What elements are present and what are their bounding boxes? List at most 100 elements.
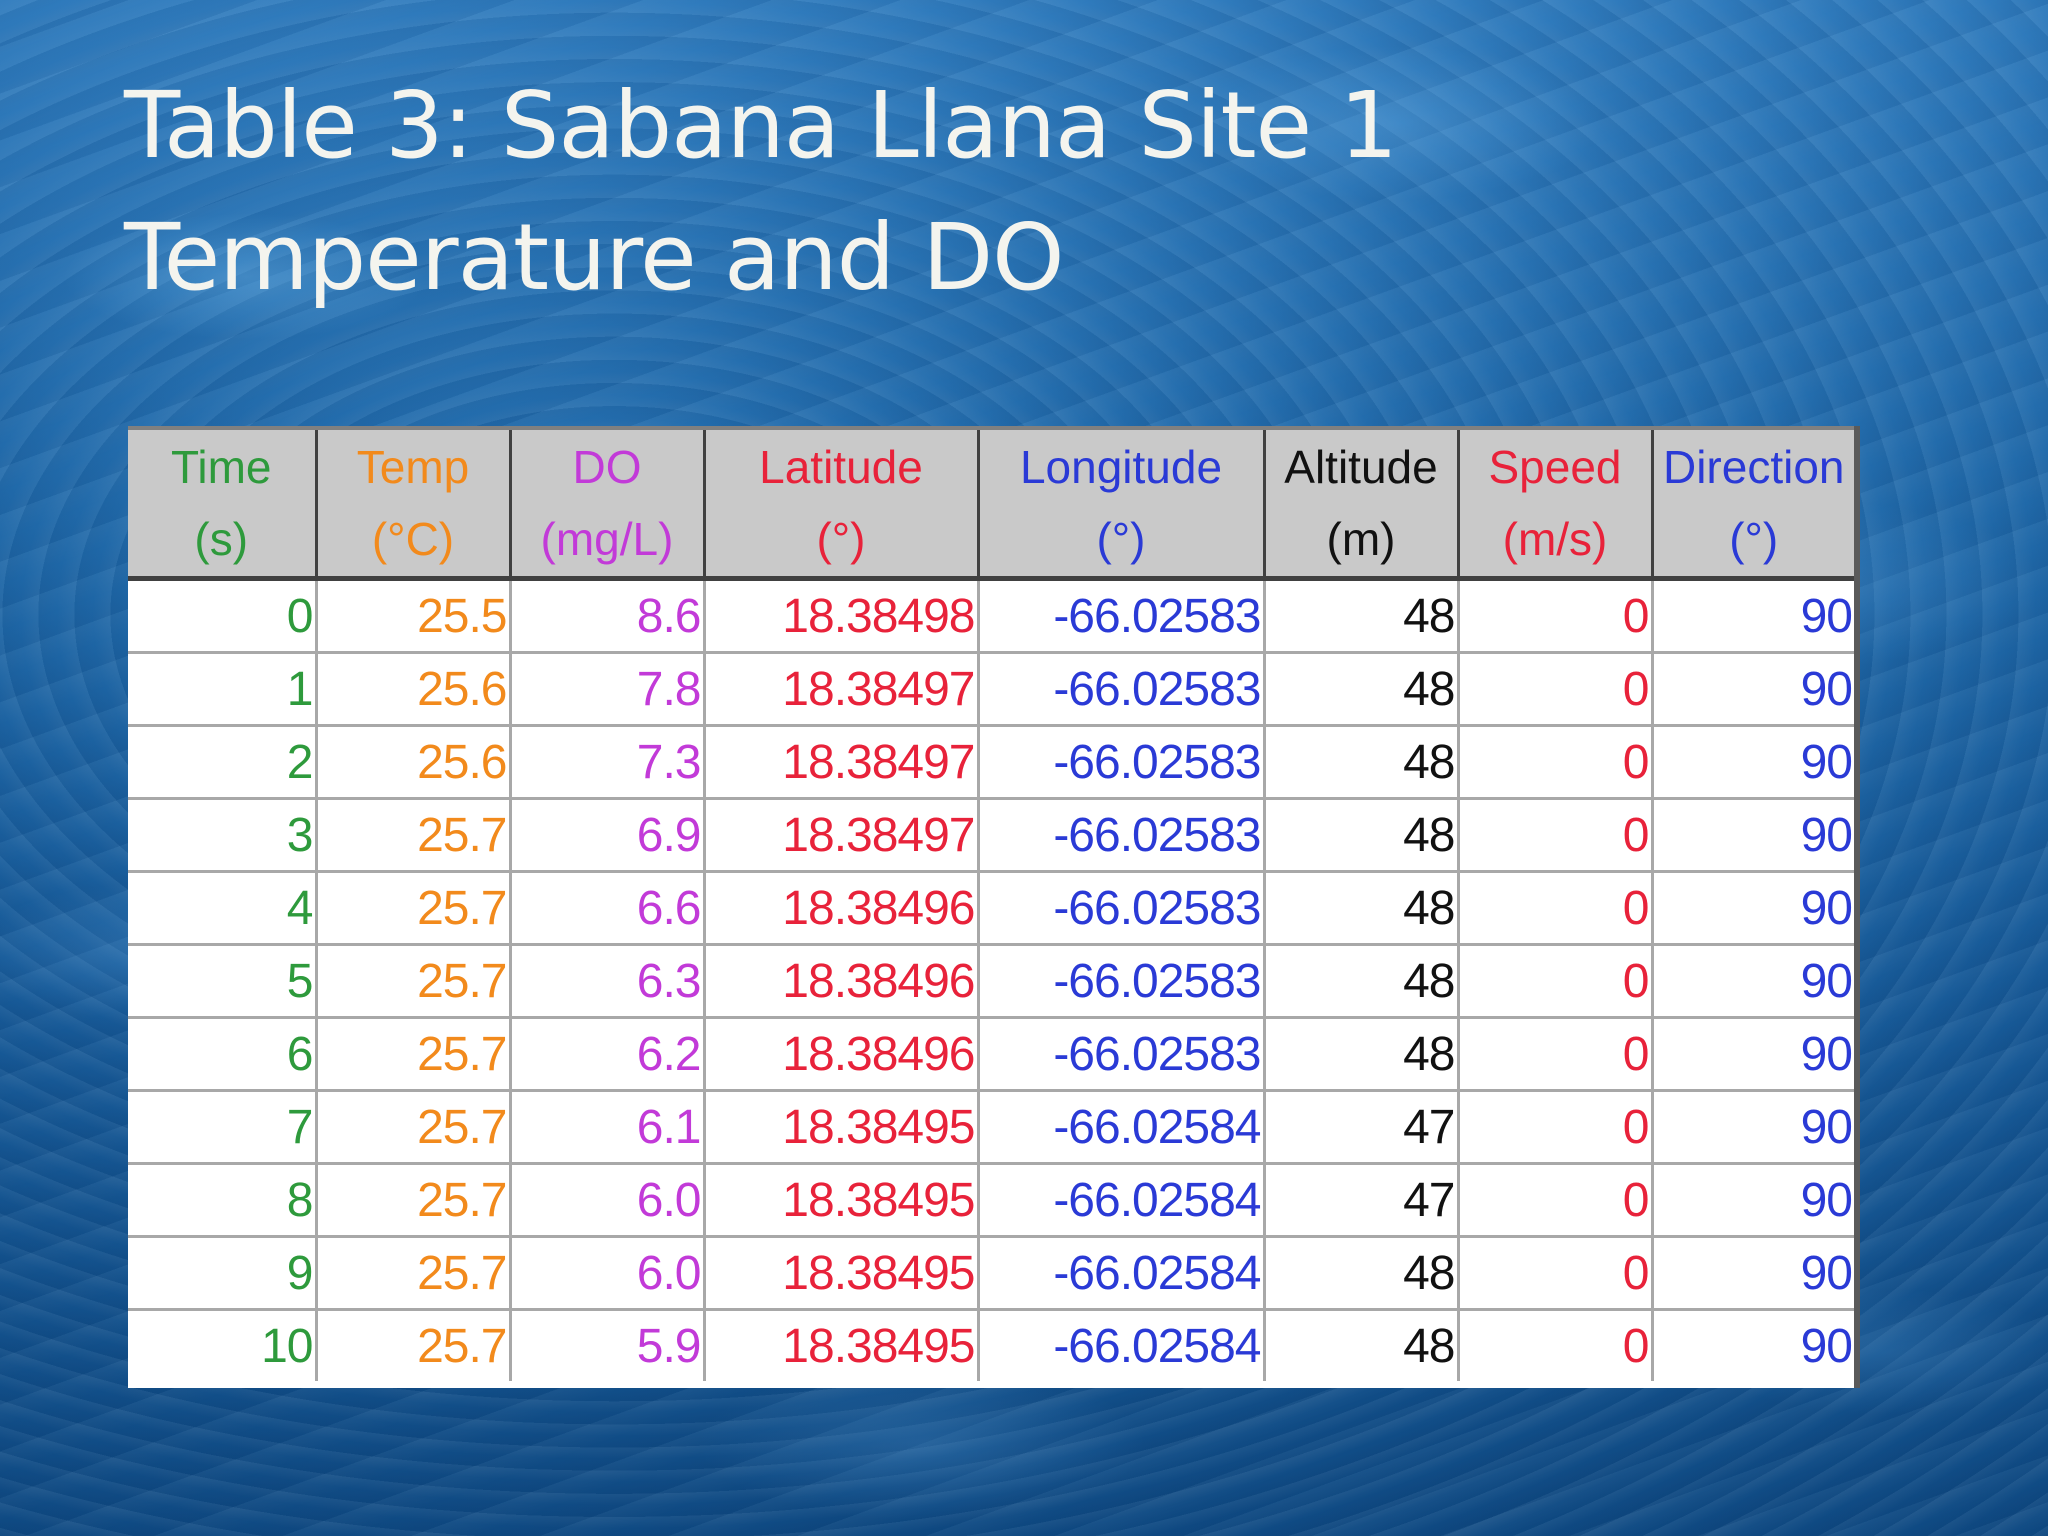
table-cell-time: 6 xyxy=(128,1017,316,1092)
column-header-unit: (°) xyxy=(1096,513,1146,565)
table-cell-do: 6.3 xyxy=(508,944,704,1019)
table-row: 1 25.6 7.8 18.38497 -66.02583 48 0 90 xyxy=(128,652,1854,727)
table-cell-direction: 90 xyxy=(1650,1236,1854,1311)
table-cell-do: 6.0 xyxy=(508,1236,704,1311)
table-cell-altitude: 47 xyxy=(1262,1163,1458,1238)
table-cell-latitude: 18.38496 xyxy=(702,1017,978,1092)
column-header-name: Temp xyxy=(356,441,470,493)
table-cell-speed: 0 xyxy=(1456,1090,1652,1165)
table-cell-temp: 25.6 xyxy=(314,652,510,727)
slide-title: Table 3: Sabana Llana Site 1 Temperature… xyxy=(124,60,1398,324)
table-cell-do: 6.1 xyxy=(508,1090,704,1165)
table-cell-time: 4 xyxy=(128,871,316,946)
table-cell-time: 3 xyxy=(128,798,316,873)
table-cell-time: 10 xyxy=(261,1319,313,1373)
table-cell-do: 5.9 xyxy=(508,1309,704,1381)
column-header-altitude: Altitude (m) xyxy=(1262,426,1458,581)
column-header-name: Longitude xyxy=(1019,441,1223,493)
table-cell-temp: 25.7 xyxy=(314,1017,510,1092)
slide-title-line-2: Temperature and DO xyxy=(124,204,1065,311)
table-row: 2 25.6 7.3 18.38497 -66.02583 48 0 90 xyxy=(128,725,1854,800)
table-row: 0 25.5 8.6 18.38498 -66.02583 48 0 90 xyxy=(128,578,1854,654)
column-header-unit: (mg/L) xyxy=(540,513,674,565)
table-cell-speed: 0 xyxy=(1456,578,1652,654)
table-row: 4 25.7 6.6 18.38496 -66.02583 48 0 90 xyxy=(128,871,1854,946)
table-cell-temp: 25.7 xyxy=(314,1090,510,1165)
table-cell-do: 8.6 xyxy=(508,578,704,654)
table-cell-temp: 25.7 xyxy=(314,944,510,1019)
table-cell-temp: 25.7 xyxy=(314,798,510,873)
table-cell-do: 6.6 xyxy=(508,871,704,946)
column-header-temp: Temp (°C) xyxy=(314,426,510,581)
table-cell-altitude: 48 xyxy=(1262,1236,1458,1311)
table-cell-temp: 25.6 xyxy=(314,725,510,800)
table-cell-latitude: 18.38496 xyxy=(702,944,978,1019)
table-cell-latitude: 18.38495 xyxy=(702,1090,978,1165)
table-cell-longitude: -66.02583 xyxy=(976,1017,1264,1092)
table-cell-direction: 90 xyxy=(1650,1309,1854,1381)
column-header-name: Altitude xyxy=(1284,441,1438,493)
table-cell-latitude: 18.38497 xyxy=(702,652,978,727)
table-cell-time: 7 xyxy=(128,1090,316,1165)
data-table-container: Time (s) Temp (°C) DO (mg/L) Latitude (°) Longit… xyxy=(128,426,1860,1388)
table-cell-direction: 90 xyxy=(1650,578,1854,654)
table-cell-longitude: -66.02583 xyxy=(976,798,1264,873)
column-header-unit: (m) xyxy=(1326,513,1396,565)
table-cell-do: 6.2 xyxy=(508,1017,704,1092)
table-cell-altitude: 48 xyxy=(1262,578,1458,654)
column-header-unit: (s) xyxy=(194,513,249,565)
table-cell-direction: 90 xyxy=(1650,871,1854,946)
table-cell-latitude: 18.38498 xyxy=(702,578,978,654)
table-row: 6 25.7 6.2 18.38496 -66.02583 48 0 90 xyxy=(128,1017,1854,1092)
column-header-unit: (°C) xyxy=(371,513,455,565)
column-header-name: DO xyxy=(572,441,642,493)
table-cell-do: 7.8 xyxy=(508,652,704,727)
table-cell-temp: 25.7 xyxy=(314,1163,510,1238)
table-cell-time: 2 xyxy=(128,725,316,800)
table-cell-altitude: 48 xyxy=(1262,871,1458,946)
table-cell-longitude: -66.02583 xyxy=(976,578,1264,654)
table-cell-altitude: 48 xyxy=(1262,725,1458,800)
table-cell-latitude: 18.38495 xyxy=(702,1309,978,1381)
table-cell-time: 8 xyxy=(128,1163,316,1238)
table-cell-altitude: 48 xyxy=(1262,1017,1458,1092)
table-row: 5 25.7 6.3 18.38496 -66.02583 48 0 90 xyxy=(128,944,1854,1019)
table-cell-latitude: 18.38495 xyxy=(702,1163,978,1238)
table-cell-longitude: -66.02584 xyxy=(976,1163,1264,1238)
column-header-unit: (°) xyxy=(1729,513,1779,565)
column-header-speed: Speed (m/s) xyxy=(1456,426,1652,581)
table-cell-speed: 0 xyxy=(1456,725,1652,800)
column-header-longitude: Longitude (°) xyxy=(976,426,1264,581)
table-cell-time: 9 xyxy=(128,1236,316,1311)
table-cell-time: 0 xyxy=(128,578,316,654)
column-header-unit: (°) xyxy=(816,513,866,565)
table-cell-speed: 0 xyxy=(1456,798,1652,873)
table-cell-direction: 90 xyxy=(1650,1163,1854,1238)
table-row: 9 25.7 6.0 18.38495 -66.02584 48 0 90 xyxy=(128,1236,1854,1311)
table-cell-altitude: 47 xyxy=(1262,1090,1458,1165)
table-cell-speed: 0 xyxy=(1456,652,1652,727)
table-cell-speed: 0 xyxy=(1456,871,1652,946)
table-row: 3 25.7 6.9 18.38497 -66.02583 48 0 90 xyxy=(128,798,1854,873)
table-cell-longitude: -66.02584 xyxy=(976,1090,1264,1165)
table-cell-latitude: 18.38497 xyxy=(702,798,978,873)
table-cell-longitude: -66.02583 xyxy=(976,652,1264,727)
table-row: 10 25.7 5.9 18.38495 -66.02584 48 0 90 xyxy=(128,1309,1854,1381)
table-cell-longitude: -66.02583 xyxy=(976,725,1264,800)
table-cell-direction: 90 xyxy=(1650,1017,1854,1092)
table-cell-direction: 90 xyxy=(1650,798,1854,873)
table-cell-altitude: 48 xyxy=(1262,1309,1458,1381)
table-cell-temp: 25.7 xyxy=(314,1309,510,1381)
column-header-name: Time xyxy=(170,441,272,493)
table-cell-longitude: -66.02584 xyxy=(976,1309,1264,1381)
table-cell-do: 6.9 xyxy=(508,798,704,873)
table-cell-speed: 0 xyxy=(1456,1236,1652,1311)
table-cell-time: 5 xyxy=(128,944,316,1019)
table-cell-latitude: 18.38497 xyxy=(702,725,978,800)
table-cell-direction: 90 xyxy=(1650,652,1854,727)
table-cell-longitude: -66.02583 xyxy=(976,871,1264,946)
table-cell-altitude: 48 xyxy=(1262,944,1458,1019)
column-header-do: DO (mg/L) xyxy=(508,426,704,581)
table-cell-do: 7.3 xyxy=(508,725,704,800)
table-body: 0 25.5 8.6 18.38498 -66.02583 48 0 90 1 25.6 7.8 18… xyxy=(128,578,1854,1381)
